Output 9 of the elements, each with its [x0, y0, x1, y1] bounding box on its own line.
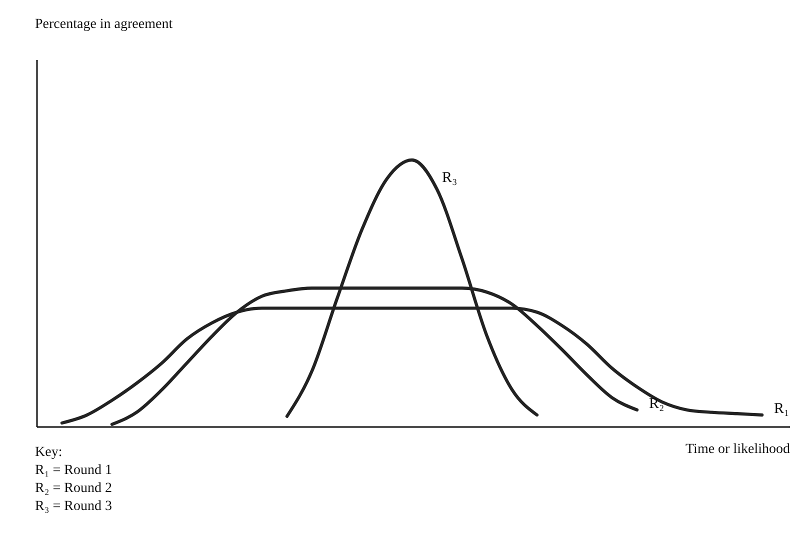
text: Percentage in agreement: [35, 17, 173, 32]
text: R₂ = Round 2: [35, 481, 112, 496]
series-label: R₂: [649, 396, 664, 412]
text: R₁ = Round 1: [35, 463, 112, 478]
text: R₃ = Round 3: [35, 499, 112, 514]
text: Key:: [35, 445, 62, 460]
series-label: R₁: [774, 400, 790, 417]
series-label: R₃: [442, 170, 458, 186]
x-axis-title: Time or likelihood: [686, 442, 790, 457]
